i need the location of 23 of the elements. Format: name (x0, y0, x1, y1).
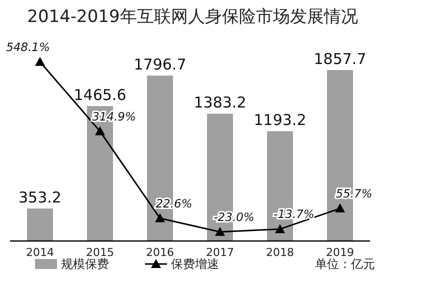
data-label: 1857.7 (314, 50, 366, 68)
x-tick-label: 2018 (266, 246, 294, 259)
x-tick-label: 2015 (86, 246, 114, 259)
x-tick-label: 2019 (326, 246, 354, 259)
x-tick-label: 2017 (206, 246, 234, 259)
data-label: 353.2 (18, 188, 62, 206)
legend-label: 规模保费 (61, 257, 109, 271)
legend-label: 保费增速 (171, 257, 219, 271)
x-tick-label: 2016 (146, 246, 174, 259)
data-label: 1465.6 (74, 86, 126, 104)
data-label: 1193.2 (254, 111, 306, 130)
text: 单位：亿元 (315, 257, 375, 271)
bar (27, 208, 53, 241)
data-label: 1796.7 (134, 56, 186, 74)
x-tick-label: 2014 (26, 246, 54, 259)
data-label: 314.9% (92, 109, 136, 124)
data-label: 22.6% (156, 196, 192, 210)
data-label: -13.7% (274, 207, 314, 222)
data-label: -23.0% (214, 210, 254, 224)
data-label: 1383.2 (194, 94, 246, 112)
data-label: 55.7% (336, 186, 372, 200)
data-label: 548.1% (6, 40, 50, 54)
chart-title: 2014-2019年互联网人身保险市场发展情况 (27, 7, 358, 27)
